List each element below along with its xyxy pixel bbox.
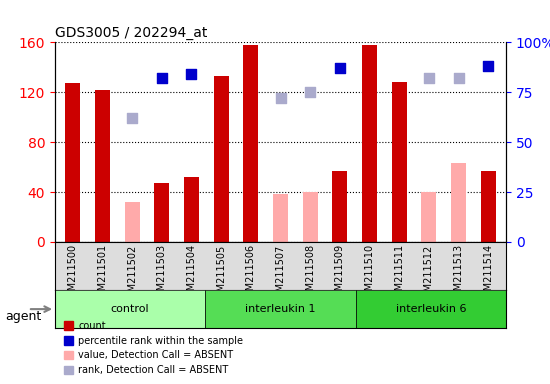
Bar — [184, 177, 199, 242]
Text: GSM211510: GSM211510 — [365, 244, 375, 303]
Legend: count, percentile rank within the sample, value, Detection Call = ABSENT, rank, : count, percentile rank within the sample… — [60, 317, 247, 379]
Point — [306, 89, 315, 95]
FancyBboxPatch shape — [205, 290, 356, 328]
Bar — [362, 45, 377, 242]
Point — [365, 0, 374, 5]
Text: agent: agent — [6, 310, 42, 323]
Bar — [421, 192, 436, 242]
Point — [187, 71, 196, 77]
Bar — [65, 83, 80, 242]
Bar — [451, 163, 466, 242]
Point — [128, 115, 136, 121]
Bar — [273, 195, 288, 242]
Bar — [155, 183, 169, 242]
Bar — [214, 76, 229, 242]
Bar — [332, 171, 347, 242]
Text: GSM211512: GSM211512 — [424, 244, 434, 304]
Point — [276, 95, 285, 101]
Text: GSM211501: GSM211501 — [97, 244, 107, 303]
Bar — [244, 45, 258, 242]
Point — [68, 3, 77, 9]
Text: GSM211514: GSM211514 — [483, 244, 493, 303]
Point — [425, 75, 433, 81]
Text: GSM211507: GSM211507 — [276, 244, 285, 304]
Text: GSM211509: GSM211509 — [335, 244, 345, 303]
Text: GSM211502: GSM211502 — [127, 244, 137, 304]
Text: control: control — [111, 304, 150, 314]
Point — [98, 9, 107, 15]
Bar — [481, 171, 496, 242]
Text: GSM211513: GSM211513 — [454, 244, 464, 303]
Text: GSM211500: GSM211500 — [68, 244, 78, 303]
FancyBboxPatch shape — [356, 290, 506, 328]
Text: GSM211503: GSM211503 — [157, 244, 167, 303]
Text: GSM211505: GSM211505 — [216, 244, 226, 304]
Text: GSM211504: GSM211504 — [186, 244, 196, 303]
Text: interleukin 6: interleukin 6 — [395, 304, 466, 314]
Point — [395, 3, 404, 9]
Point — [454, 75, 463, 81]
Point — [336, 65, 344, 71]
Point — [217, 3, 226, 9]
Text: GSM211511: GSM211511 — [394, 244, 404, 303]
Bar — [392, 82, 406, 242]
Text: GSM211506: GSM211506 — [246, 244, 256, 303]
Text: GDS3005 / 202294_at: GDS3005 / 202294_at — [55, 26, 207, 40]
Point — [246, 0, 255, 5]
Bar — [95, 90, 110, 242]
Text: GSM211508: GSM211508 — [305, 244, 315, 303]
FancyBboxPatch shape — [55, 290, 205, 328]
Point — [484, 63, 493, 69]
Text: interleukin 1: interleukin 1 — [245, 304, 316, 314]
Bar — [302, 192, 317, 242]
Bar — [125, 202, 140, 242]
Point — [157, 75, 166, 81]
